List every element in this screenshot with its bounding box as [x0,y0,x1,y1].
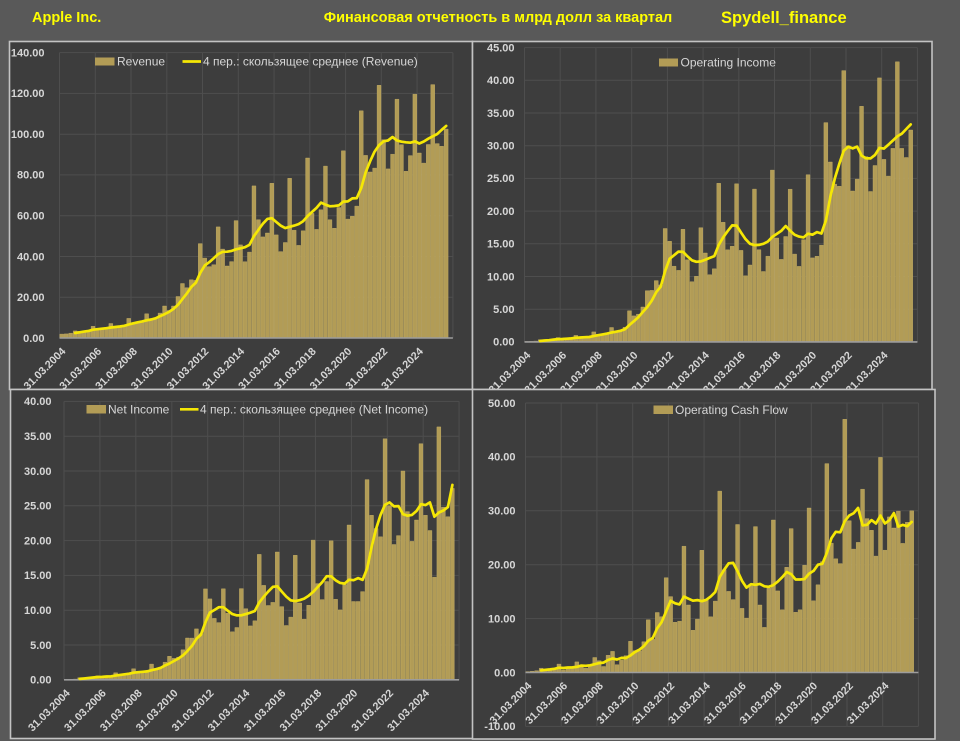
svg-text:4 пер.: скользящее среднее (Ne: 4 пер.: скользящее среднее (Net Income) [200,403,428,417]
svg-text:20.00: 20.00 [488,560,516,572]
svg-text:120.00: 120.00 [11,88,45,100]
svg-text:25.00: 25.00 [487,173,515,185]
svg-text:15.00: 15.00 [24,570,52,582]
svg-text:80.00: 80.00 [17,170,45,182]
svg-text:30.00: 30.00 [24,466,52,478]
svg-text:10.00: 10.00 [488,613,516,625]
svg-text:0.00: 0.00 [493,337,514,349]
svg-text:4 пер.: скользящее среднее (Re: 4 пер.: скользящее среднее (Revenue) [203,55,418,69]
svg-text:0.00: 0.00 [30,675,51,687]
svg-text:50.00: 50.00 [488,398,516,410]
svg-text:20.00: 20.00 [17,292,45,304]
svg-text:15.00: 15.00 [487,239,515,251]
svg-text:25.00: 25.00 [24,501,52,513]
svg-text:40.00: 40.00 [24,396,52,408]
svg-text:40.00: 40.00 [17,251,45,263]
svg-text:Revenue: Revenue [117,55,165,69]
svg-text:5.00: 5.00 [30,640,51,652]
svg-text:30.00: 30.00 [487,141,515,153]
svg-text:140.00: 140.00 [11,47,45,59]
svg-text:Operating Cash Flow: Operating Cash Flow [675,403,788,417]
svg-text:20.00: 20.00 [487,206,515,218]
svg-text:30.00: 30.00 [488,506,516,518]
svg-text:35.00: 35.00 [487,108,515,120]
svg-text:40.00: 40.00 [487,75,515,87]
svg-text:0.00: 0.00 [494,667,515,679]
svg-text:Spydell_finance: Spydell_finance [721,9,847,27]
svg-text:40.00: 40.00 [488,452,516,464]
svg-text:100.00: 100.00 [11,129,45,141]
svg-text:5.00: 5.00 [493,304,514,316]
svg-text:60.00: 60.00 [17,211,45,223]
svg-text:35.00: 35.00 [24,431,52,443]
svg-text:20.00: 20.00 [24,535,52,547]
svg-text:Net Income: Net Income [108,402,170,416]
svg-text:Финансовая отчетность в млрд д: Финансовая отчетность в млрд долл за ква… [324,10,673,26]
svg-text:10.00: 10.00 [487,271,515,283]
svg-text:0.00: 0.00 [23,333,44,345]
svg-text:Operating Income: Operating Income [681,56,777,70]
svg-text:Apple Inc.: Apple Inc. [32,10,101,26]
svg-text:-10.00: -10.00 [484,721,515,733]
svg-text:45.00: 45.00 [487,42,515,54]
svg-text:10.00: 10.00 [24,605,52,617]
